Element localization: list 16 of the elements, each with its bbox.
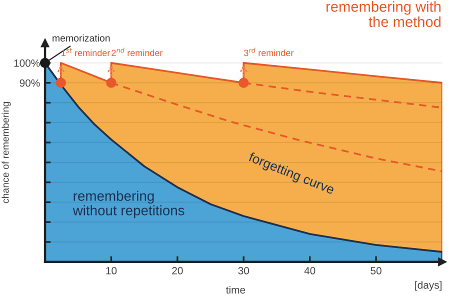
text: remembering with the method: [326, 1, 441, 28]
annotation: 3$^{rd}$ reminder: [244, 48, 294, 56]
annotation: 2$^{nd}$ reminder: [112, 48, 163, 56]
y-tick-label: 90%: [20, 79, 40, 87]
series-label: remembering without repetitions: [72, 190, 184, 218]
x-tick-label: 40: [304, 267, 316, 274]
x-tick-label: 50: [370, 267, 382, 274]
x-tick-label: 10: [106, 267, 117, 274]
annotation: 1$^{st}$ reminder: [62, 48, 110, 56]
x-axis-title: time: [226, 286, 246, 294]
y-tick-label: 100%: [14, 59, 40, 67]
text: [days]: [415, 281, 442, 291]
x-tick-label: 20: [172, 267, 183, 274]
annotation: memorization: [52, 34, 110, 42]
y-axis-title: chance of remembering: [2, 102, 11, 204]
x-tick-label: 30: [238, 267, 250, 274]
